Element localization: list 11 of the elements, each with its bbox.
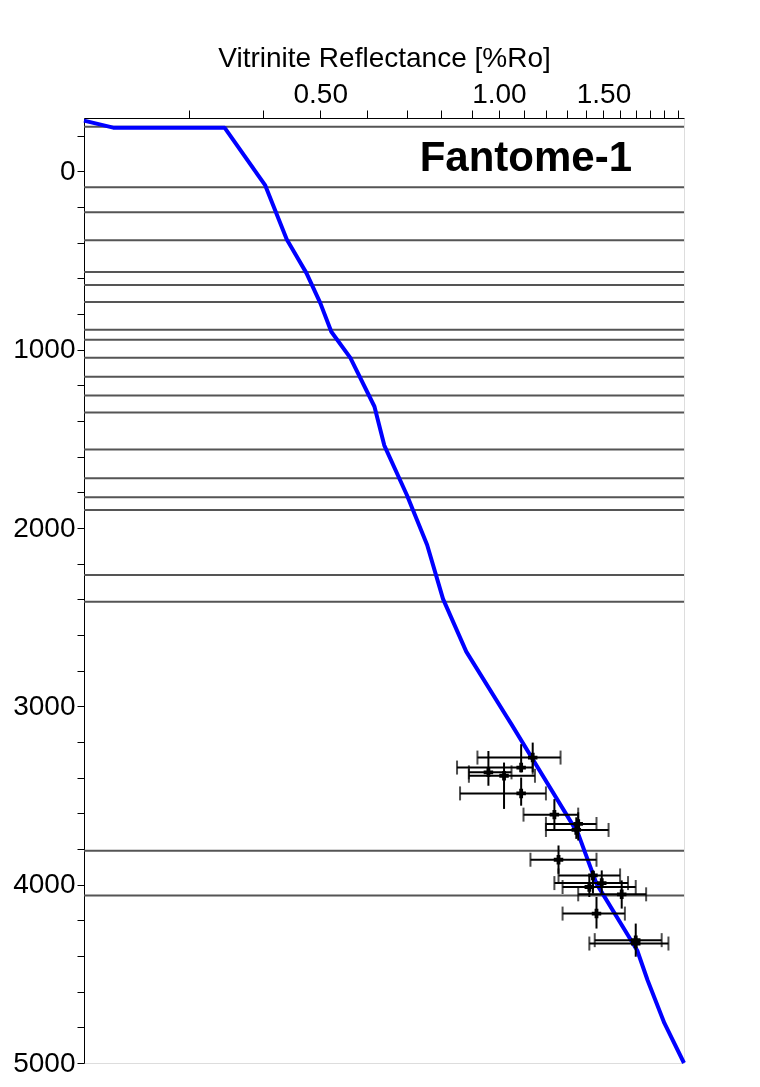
annotation: Fantome-1	[419, 133, 632, 180]
y-tick-label: 5000	[13, 1046, 76, 1078]
x-tick-label: 0.50	[293, 77, 348, 109]
y-tick-label: 1000	[13, 333, 76, 365]
y-tick-label: 2000	[13, 511, 76, 543]
x-tick-label: 1.00	[472, 77, 527, 109]
y-tick-label: 3000	[13, 689, 76, 721]
y-tick-label: 4000	[13, 868, 76, 900]
y-tick-label: 0	[59, 154, 76, 186]
x-tick-label: 1.50	[576, 77, 632, 109]
x-axis-title: Vitrinite Reflectance [%Ro]	[218, 41, 551, 73]
